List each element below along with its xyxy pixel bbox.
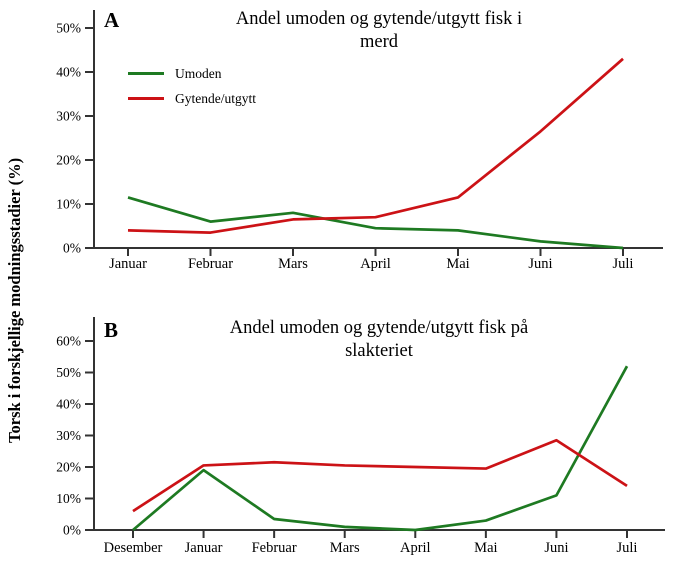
y-tick-label: 30% — [56, 109, 81, 124]
y-tick-label: 10% — [56, 491, 81, 506]
y-tick-label: 40% — [56, 397, 81, 412]
chart-b-title: Andel umoden og gytende/utgytt fisk på s… — [229, 318, 529, 361]
x-tick-label: Desember — [104, 540, 163, 556]
y-tick-label: 0% — [63, 241, 81, 256]
legend-item-umoden: Umoden — [128, 61, 256, 86]
x-tick-label: Februar — [188, 256, 233, 272]
y-tick-label: 50% — [56, 21, 81, 36]
chart-a-plot: 0% 10% 20% 30% 40% 50% Januar Februar Mars April M… — [56, 10, 663, 272]
panel-b-label: B — [104, 318, 119, 342]
legend: Umoden Gytende/utgytt — [128, 61, 256, 111]
y-tick-label: 20% — [56, 153, 81, 168]
x-tick-label: Juni — [544, 540, 568, 556]
x-tick-label: Mai — [446, 256, 469, 272]
series-line-umoden — [127, 196, 624, 250]
y-tick-label: 20% — [56, 460, 81, 475]
y-tick-label: 50% — [56, 365, 81, 380]
legend-label-gytende: Gytende/utgytt — [175, 90, 256, 106]
chart-a-title: Andel umoden og gytende/utgytt fisk i me… — [235, 9, 523, 52]
umoden-line-swatch — [128, 72, 164, 75]
x-tick-label: April — [400, 540, 431, 556]
y-tick-label: 30% — [56, 428, 81, 443]
chart-b-plot: 0% 10% 20% 30% 40% 50% 60% Desember Januar Februa… — [56, 317, 665, 556]
y-tick-label: 10% — [56, 197, 81, 212]
x-tick-label: Februar — [252, 540, 297, 556]
y-tick-label: 60% — [56, 334, 81, 349]
x-tick-label: April — [360, 256, 391, 272]
legend-label-umoden: Umoden — [175, 65, 222, 81]
x-tick-label: Mars — [278, 256, 308, 272]
y-tick-label: 0% — [63, 523, 81, 538]
x-tick-label: Januar — [185, 540, 223, 556]
x-tick-label: Juli — [613, 256, 634, 272]
series-line-gytende-utgytt — [132, 438, 628, 513]
x-tick-label: Januar — [109, 256, 147, 272]
x-tick-label: Juni — [528, 256, 552, 272]
x-tick-label: Mars — [330, 540, 360, 556]
x-tick-label: Juli — [617, 540, 638, 556]
y-axis-label: Torsk i forskjellige modningsstadier (%) — [5, 157, 24, 443]
series-line-umoden — [132, 365, 629, 532]
y-tick-label: 40% — [56, 65, 81, 80]
panel-a-label: A — [104, 8, 120, 32]
x-tick-label: Mai — [474, 540, 497, 556]
legend-item-gytende: Gytende/utgytt — [128, 86, 256, 111]
series-line-gytende-utgytt — [127, 57, 624, 234]
gytende-line-swatch — [128, 97, 164, 100]
